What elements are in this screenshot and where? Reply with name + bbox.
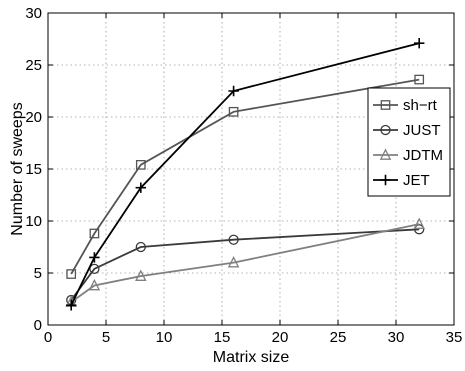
data-point	[228, 106, 239, 117]
data-point	[89, 263, 100, 274]
data-point	[66, 300, 77, 311]
legend-marker	[379, 148, 392, 160]
data-point	[135, 269, 147, 281]
legend-marker	[380, 100, 391, 110]
x-tick-label: 0	[44, 329, 52, 346]
y-axis-label: Number of sweeps	[9, 102, 26, 235]
legend-label: JUST	[403, 122, 441, 139]
data-point	[414, 74, 425, 85]
series-1	[66, 224, 425, 306]
axis-ticks: 0 5 10 15 20 25 30 35 0 5 10 15 20 25 30	[25, 5, 462, 346]
data-point	[135, 182, 146, 193]
y-tick-label: 15	[25, 161, 42, 178]
x-tick-label: 15	[214, 329, 231, 346]
data-point	[135, 241, 146, 253]
x-axis-label: Matrix size	[213, 349, 290, 366]
legend-label: JET	[403, 172, 430, 189]
series-line	[70, 228, 420, 301]
legend-entry: JDTM	[373, 147, 443, 164]
legend-entry: JUST	[373, 122, 441, 139]
legend-marker	[380, 174, 391, 186]
legend: sh−rt JUST JDTM JET	[367, 87, 451, 197]
x-tick-label: 30	[388, 329, 405, 346]
data-point	[228, 85, 239, 97]
x-tick-label: 35	[446, 329, 463, 346]
data-point	[135, 159, 146, 170]
x-tick-label: 20	[272, 329, 289, 346]
legend-label: JDTM	[403, 147, 443, 164]
data-point	[227, 255, 240, 268]
series-0	[66, 74, 425, 279]
series-layer	[65, 37, 425, 311]
legend-label: sh−rt	[403, 97, 438, 114]
data-point	[413, 217, 425, 229]
y-tick-label: 10	[25, 213, 42, 230]
y-tick-label: 30	[25, 5, 42, 22]
data-point	[88, 278, 101, 291]
y-tick-label: 25	[25, 57, 42, 74]
series-line	[70, 78, 420, 275]
y-tick-label: 0	[34, 317, 42, 334]
series-2	[65, 217, 425, 307]
x-tick-label: 10	[156, 329, 173, 346]
legend-entry: sh−rt	[373, 97, 438, 114]
x-tick-label: 25	[330, 329, 347, 346]
x-tick-label: 5	[102, 329, 110, 346]
data-point	[414, 37, 425, 49]
data-point	[89, 228, 100, 239]
series-line	[70, 223, 420, 303]
data-point	[89, 252, 100, 263]
y-tick-label: 5	[34, 265, 42, 282]
legend-entry: JET	[373, 172, 430, 189]
series-3	[66, 37, 425, 311]
data-point	[228, 234, 239, 245]
y-tick-label: 20	[25, 109, 42, 126]
legend-marker	[380, 124, 391, 136]
data-point	[66, 269, 77, 279]
